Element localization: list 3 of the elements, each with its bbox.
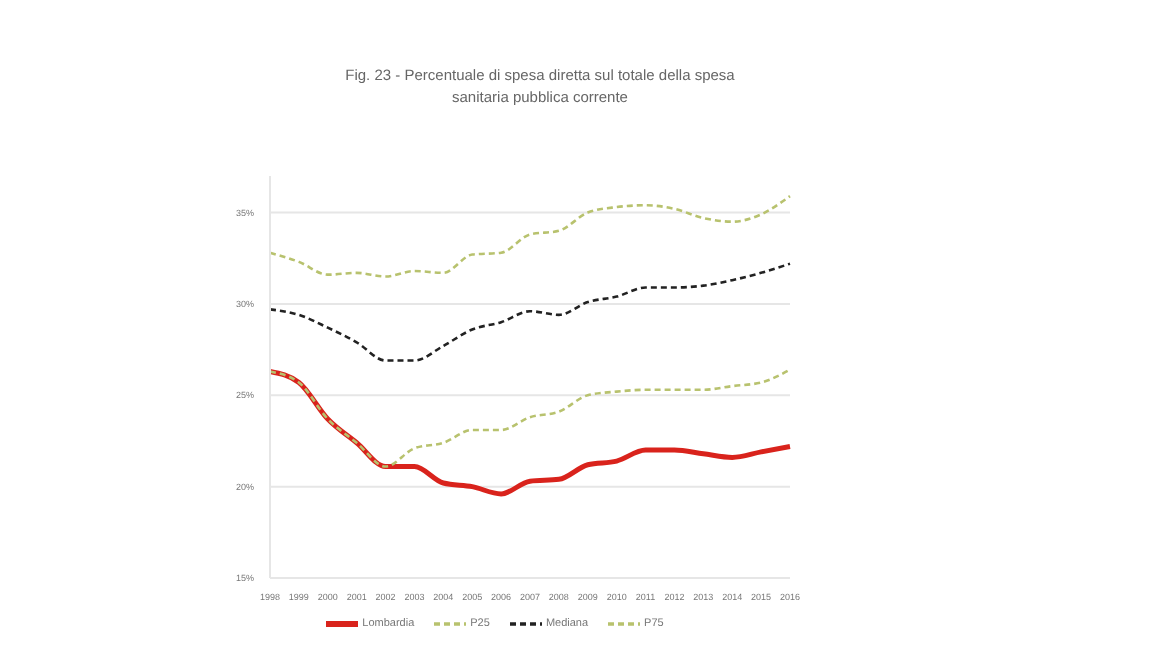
line-series [268,368,792,468]
line-series [268,194,792,278]
line-series [268,262,792,362]
